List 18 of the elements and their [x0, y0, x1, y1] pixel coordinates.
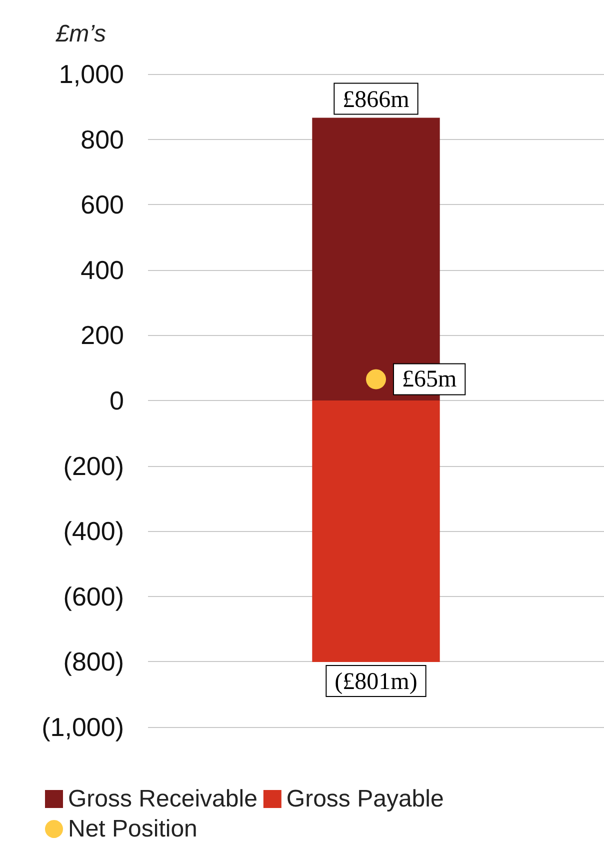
y-tick-label: 200	[80, 320, 124, 350]
y-tick-label: 800	[80, 124, 124, 154]
y-tick-label: 1,000	[58, 59, 124, 89]
legend-label: Gross Receivable	[68, 786, 258, 812]
y-tick-label: (600)	[63, 581, 124, 612]
y-tick-label: (800)	[63, 646, 124, 677]
y-tick-label: (400)	[63, 516, 124, 546]
y-axis-title: £m’s	[54, 20, 106, 48]
y-tick-label: 400	[80, 254, 124, 285]
data-label: (£801m)	[334, 669, 418, 696]
legend-label: Gross Payable	[286, 786, 444, 812]
y-tick-label: 0	[110, 386, 124, 416]
y-tick-label: 600	[80, 190, 124, 220]
legend-label: Net Position	[68, 816, 198, 842]
y-tick-label: (200)	[63, 450, 124, 481]
data-label: £866m	[342, 86, 410, 113]
data-label: £65m	[402, 366, 457, 392]
y-tick-label: (1,000)	[42, 712, 124, 742]
